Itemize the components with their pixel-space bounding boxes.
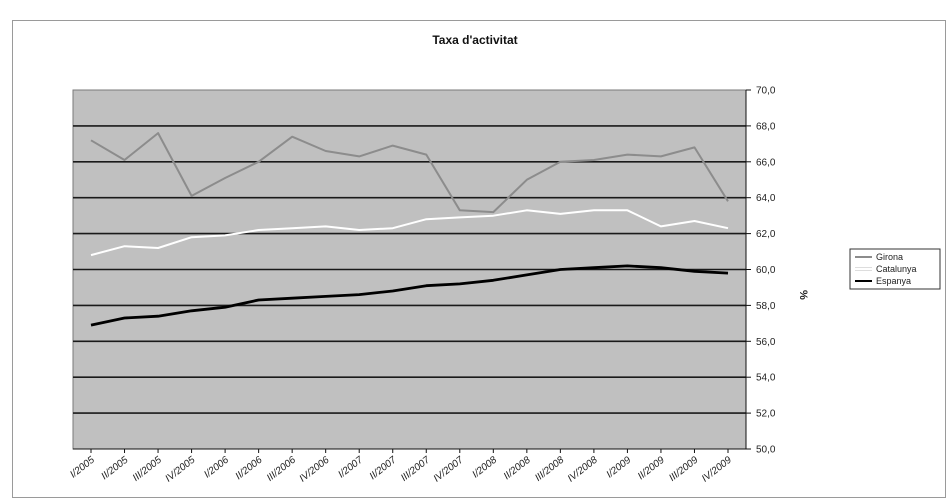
series-line-catalunya: [90, 209, 729, 257]
x-tick-label: I/2005: [68, 454, 97, 480]
x-tick-label: III/2007: [399, 454, 432, 483]
x-tick-label: II/2008: [502, 454, 533, 482]
gridlines: [73, 125, 746, 414]
series-line-espanya: [90, 264, 729, 327]
legend-label: Espanya: [876, 276, 911, 286]
x-tick-label: II/2005: [99, 454, 130, 482]
y-tick-label: 60,0: [756, 265, 776, 276]
y-tick-label: 68,0: [756, 121, 776, 132]
x-tick-label: III/2005: [131, 454, 164, 483]
series-layer: [90, 132, 729, 327]
y-tick-label: 70,0: [756, 86, 776, 97]
y-tick-label: 66,0: [756, 157, 776, 168]
x-tick-label: II/2009: [636, 454, 667, 482]
x-tick-label: III/2008: [533, 454, 566, 483]
x-tick-label: IV/2006: [298, 454, 332, 484]
y-tick-label: 50,0: [756, 445, 776, 456]
y-tick-label: 64,0: [756, 193, 776, 204]
x-tick-label: I/2006: [202, 454, 231, 480]
x-tick-label: I/2009: [605, 454, 634, 480]
x-tick-label: III/2009: [667, 454, 700, 483]
chart-title: Taxa d'activitat: [432, 33, 517, 47]
legend-label: Girona: [876, 252, 903, 262]
x-tick-label: IV/2009: [700, 454, 734, 484]
x-tick-label: IV/2008: [566, 454, 600, 484]
y-tick-label: 62,0: [756, 229, 776, 240]
x-tick-label: III/2006: [265, 454, 298, 483]
legend-label: Catalunya: [876, 264, 917, 274]
y-axis-label: %: [797, 290, 809, 300]
y-tick-label: 56,0: [756, 337, 776, 348]
x-tick-label: II/2006: [234, 454, 265, 482]
x-tick-label: I/2008: [470, 454, 499, 480]
x-axis: I/2005 II/2005 III/2005 IV/2005 I/2006 II/200…: [68, 448, 746, 485]
y-axis: 50,0 52,0 54,0 56,0 58,0 60,0 62,0 64,0 66,0 68,0…: [745, 86, 776, 456]
x-tick-label: IV/2005: [163, 454, 197, 484]
y-tick-label: 54,0: [756, 373, 776, 384]
y-tick-label: 52,0: [756, 409, 776, 420]
y-tick-label: 58,0: [756, 301, 776, 312]
series-line-girona: [90, 132, 729, 214]
x-tick-label: II/2007: [368, 454, 399, 482]
legend: Girona Catalunya Espanya: [849, 248, 941, 290]
x-tick-label: IV/2007: [432, 454, 466, 484]
x-tick-label: I/2007: [336, 454, 365, 480]
